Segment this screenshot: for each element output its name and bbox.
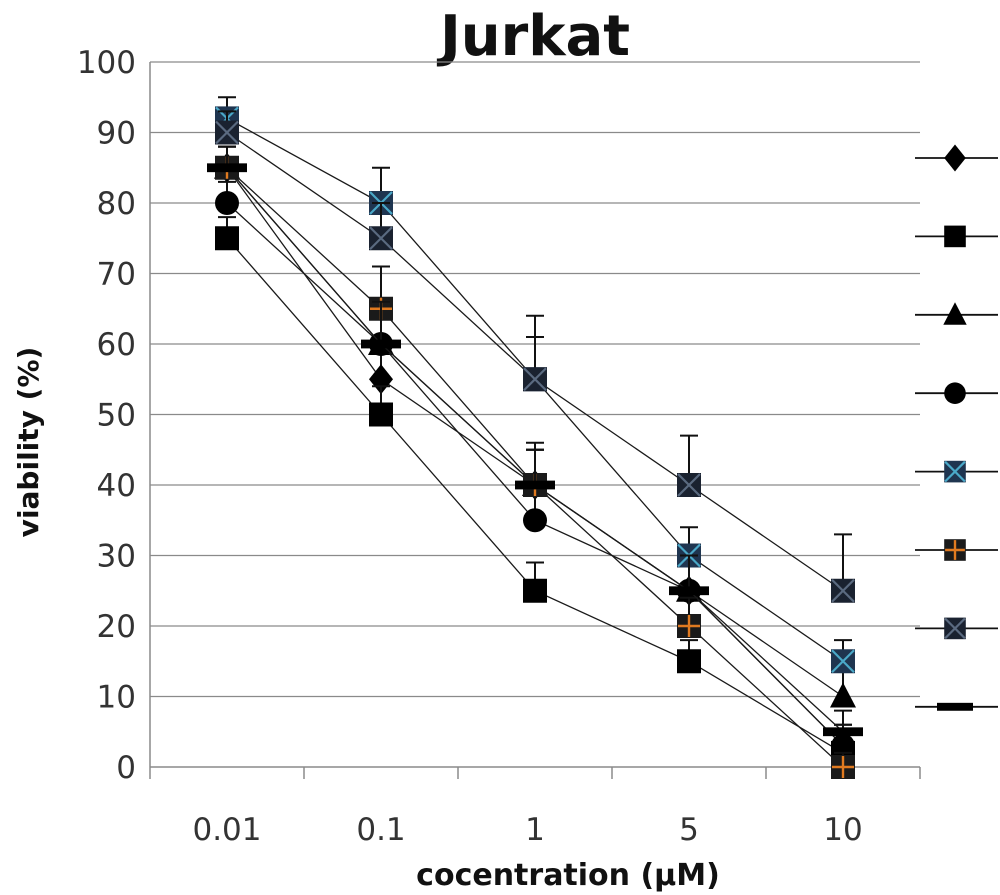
- data-point: [831, 578, 855, 603]
- legend-marker: [944, 617, 966, 640]
- series-7: [215, 110, 855, 603]
- data-point: [361, 339, 401, 349]
- legend-entry-2: [915, 225, 998, 248]
- y-tick-label: 10: [97, 680, 136, 716]
- legend-entry-1: [915, 144, 998, 172]
- data-point: [669, 586, 709, 596]
- series-line: [226, 167, 844, 698]
- data-point: [523, 508, 547, 533]
- series-layer: [207, 96, 863, 779]
- data-point: [515, 480, 555, 490]
- legend-marker: [944, 539, 966, 561]
- data-point: [523, 367, 547, 392]
- x-tick-label: 10: [823, 812, 862, 848]
- data-point: [831, 755, 855, 779]
- x-tick-label: 1: [525, 812, 545, 848]
- legend-marker: [944, 460, 966, 483]
- y-tick-label: 70: [97, 257, 136, 293]
- y-tick-label: 80: [97, 186, 136, 222]
- y-tick-labels: 0 10 20 30 40 50 60 70 80 90 100: [77, 45, 136, 786]
- x-tick-label: 0.1: [356, 812, 405, 848]
- y-tick-label: 50: [97, 398, 136, 434]
- y-tick-label: 40: [97, 468, 136, 504]
- data-point: [831, 733, 855, 758]
- legend-entry-8: [915, 702, 998, 711]
- series-8: [207, 145, 863, 737]
- legend: [915, 144, 998, 711]
- data-point: [677, 614, 701, 638]
- data-point: [215, 191, 239, 215]
- y-tick-label: 90: [97, 116, 136, 152]
- x-tick-label: 0.01: [192, 812, 261, 848]
- data-point: [215, 120, 239, 145]
- legend-marker: [944, 144, 966, 172]
- legend-entry-4: [915, 382, 998, 405]
- x-axis-label: cocentration (µM): [416, 858, 720, 893]
- x-tick-label: 5: [679, 812, 699, 848]
- y-axis-label: viability (%): [12, 347, 45, 538]
- chart-title: Jurkat: [436, 4, 630, 69]
- data-point: [523, 578, 547, 603]
- data-point: [831, 649, 855, 674]
- y-tick-label: 60: [97, 327, 136, 363]
- data-point: [823, 727, 863, 737]
- data-point: [207, 163, 247, 173]
- y-tick-label: 0: [116, 750, 136, 786]
- legend-marker: [944, 382, 966, 405]
- y-tick-label: 20: [97, 609, 136, 645]
- legend-entry-7: [915, 617, 998, 640]
- series-3: [214, 145, 856, 708]
- data-point: [830, 682, 856, 708]
- legend-marker: [937, 702, 973, 711]
- data-point: [677, 473, 701, 497]
- data-point: [677, 649, 701, 674]
- legend-entry-5: [915, 460, 998, 483]
- x-tick-labels: 0.01 0.1 1 5 10: [192, 812, 862, 848]
- data-point: [369, 402, 393, 427]
- legend-entry-3: [915, 302, 998, 325]
- data-point: [369, 226, 393, 251]
- y-tick-label: 100: [77, 45, 136, 81]
- legend-marker: [943, 302, 967, 325]
- legend-marker: [944, 225, 966, 248]
- data-point: [215, 226, 239, 251]
- legend-entry-6: [915, 539, 998, 561]
- axes: [149, 62, 921, 779]
- y-tick-label: 30: [97, 539, 136, 575]
